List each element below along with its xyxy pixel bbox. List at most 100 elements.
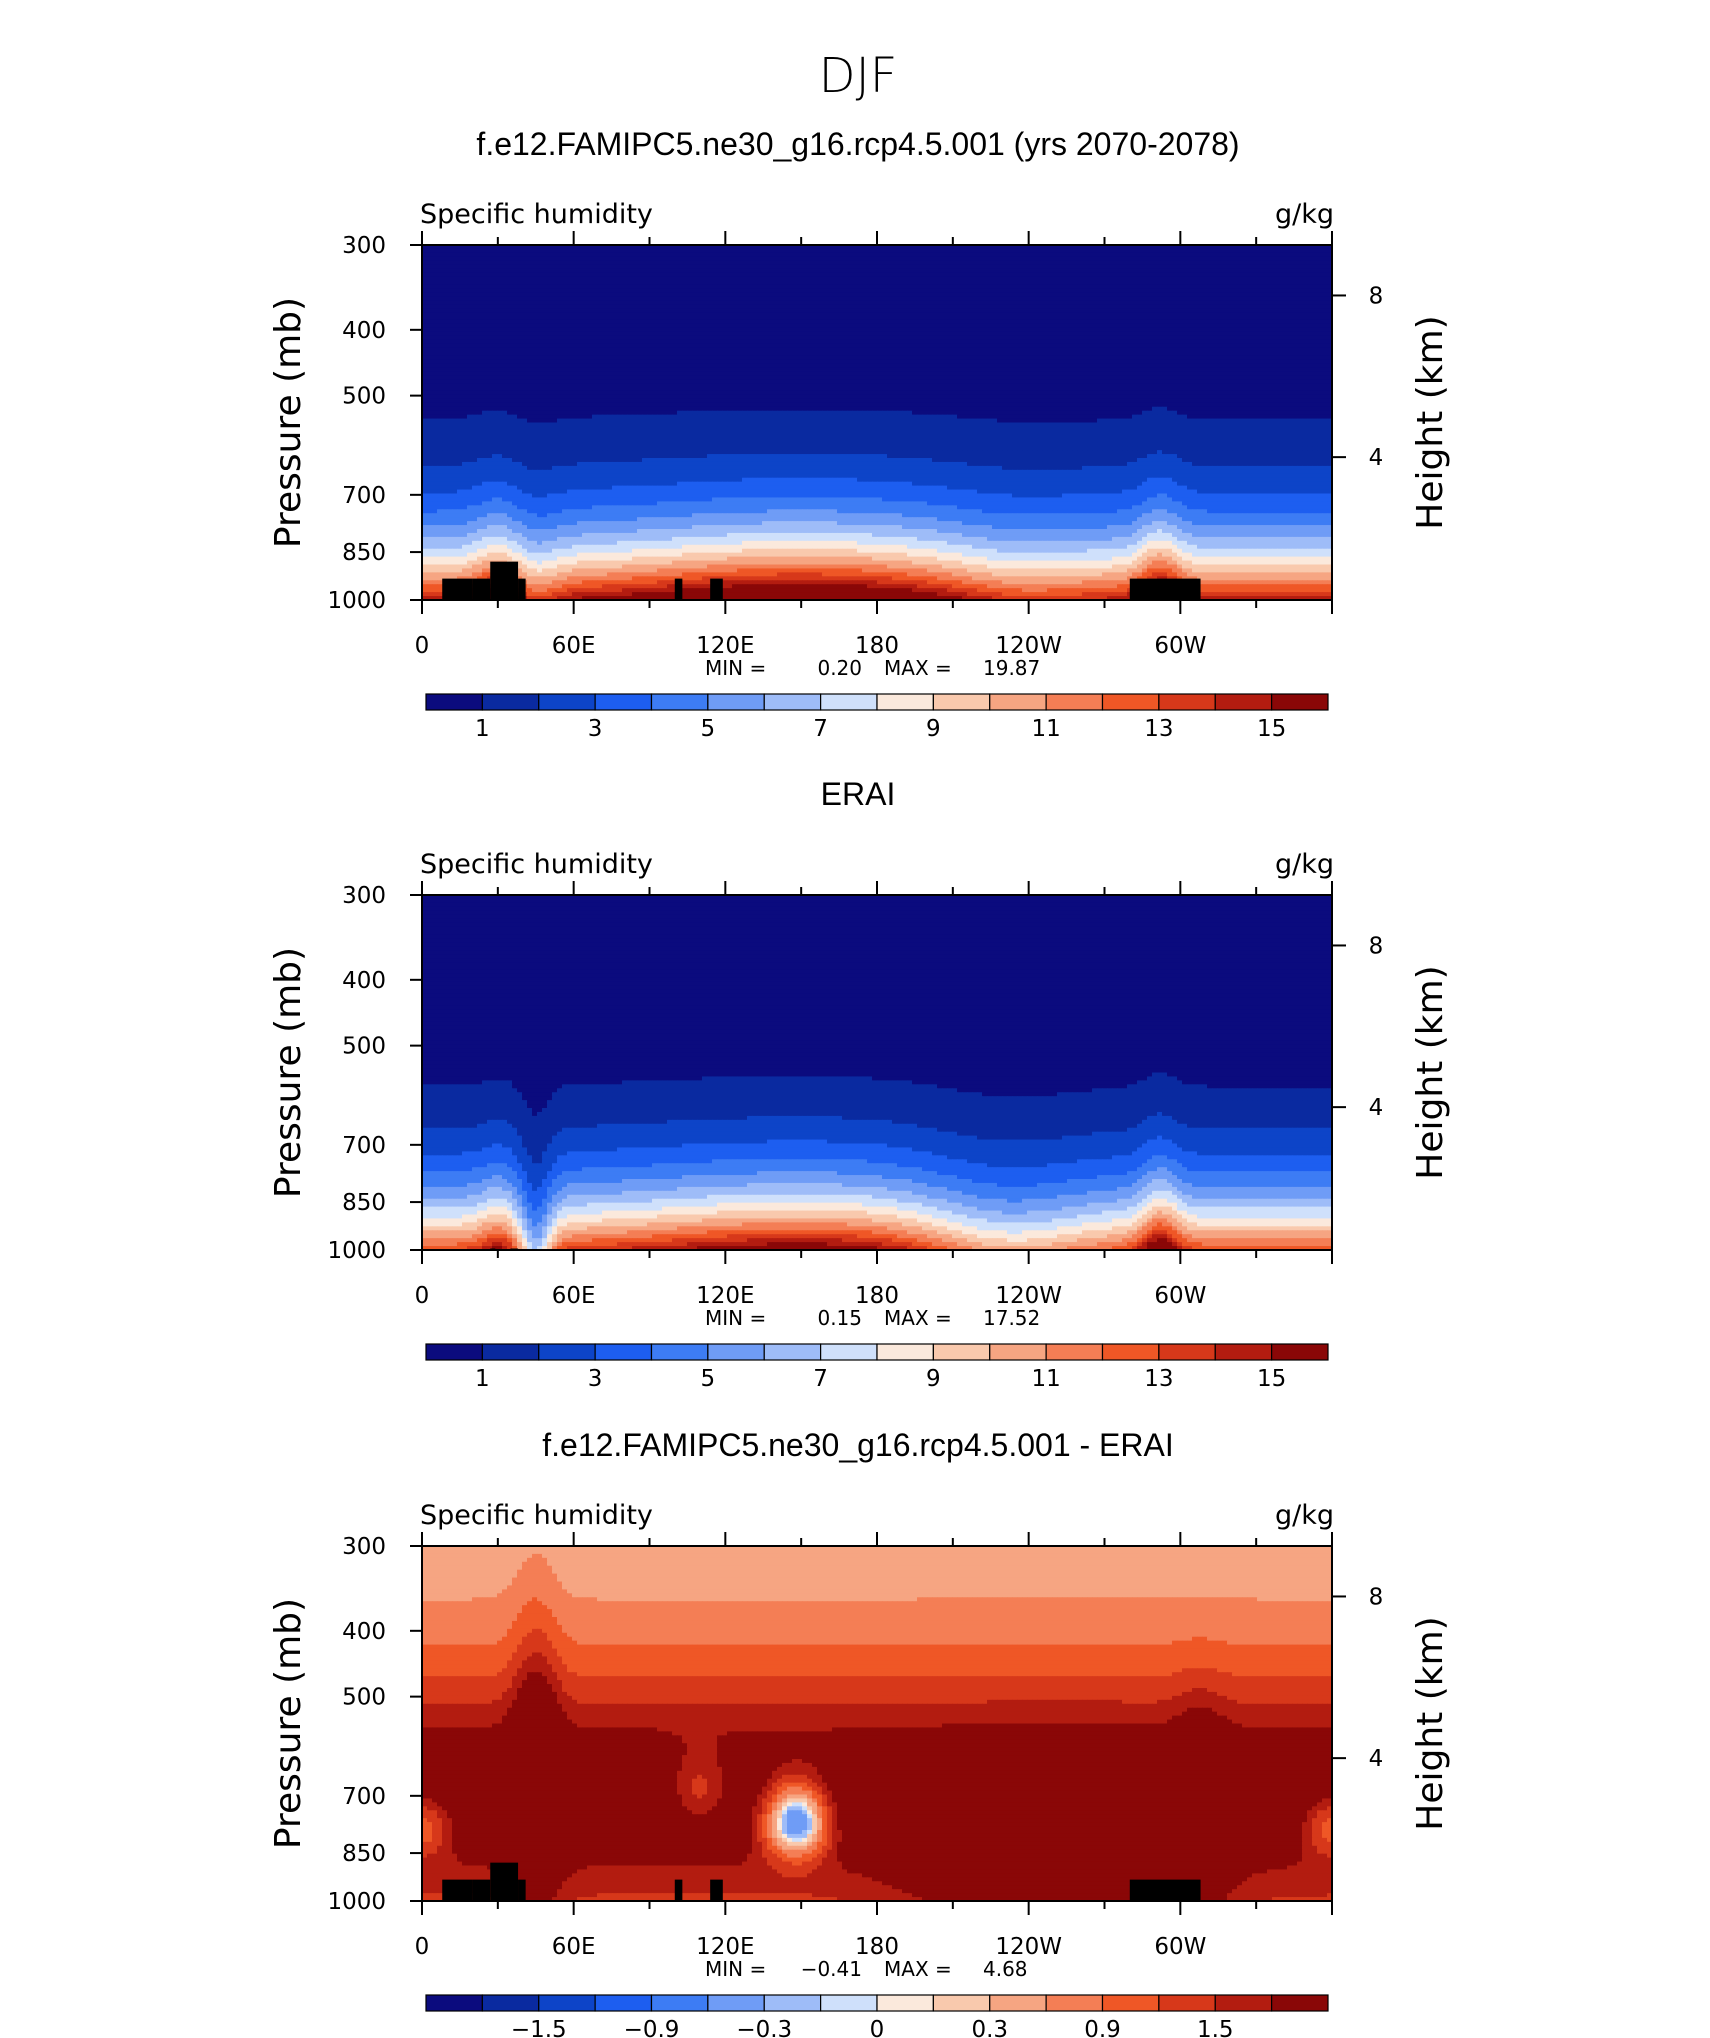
colorbar-label: 0.3 [971, 2017, 1008, 2038]
topography-mask [442, 1879, 473, 1901]
colorbar-swatch [538, 1343, 596, 1361]
y-tick-label: 700 [342, 483, 386, 509]
max-value: 4.68 [983, 1957, 1028, 1981]
topography-mask [472, 578, 491, 600]
x-tick-label: 60W [1154, 1934, 1206, 1960]
contour-field [422, 895, 1332, 1250]
x-tick-label: 0 [415, 633, 430, 659]
units-label: g/kg [1275, 1500, 1334, 1531]
colorbar-label: −1.5 [511, 2017, 567, 2038]
min-value: 0.15 [817, 1306, 862, 1330]
x-tick-label: 120E [696, 633, 754, 659]
colorbar-swatch [763, 1994, 822, 2012]
y-tick-label: 500 [342, 1685, 386, 1711]
colorbar-swatch [876, 1343, 934, 1361]
colorbar-label: 11 [1031, 1366, 1060, 1392]
colorbar-swatch [1045, 1994, 1104, 2012]
colorbar-label: 7 [813, 716, 828, 742]
topography-mask [1129, 578, 1201, 600]
colorbar-swatch [1271, 1343, 1329, 1361]
colorbar-label: 5 [701, 716, 716, 742]
y-tick-label: 300 [342, 1534, 386, 1560]
contour-field [422, 245, 1332, 600]
colorbar-swatch [650, 693, 709, 711]
colorbar-swatch [707, 1343, 765, 1361]
colorbar-swatch [1101, 1343, 1160, 1361]
x-tick-label: 0 [415, 1283, 430, 1309]
colorbar-swatch [707, 693, 765, 711]
topography-mask [490, 1862, 519, 1901]
colorbar-label: 1 [475, 716, 490, 742]
colorbar-swatch [763, 1343, 822, 1361]
colorbar-swatch [481, 1994, 540, 2012]
colorbar-swatch [1101, 693, 1160, 711]
colorbar-label: −0.3 [736, 2017, 792, 2038]
colorbar-label: 9 [926, 716, 941, 742]
max-value: 17.52 [983, 1306, 1040, 1330]
colorbar-label: 0.9 [1084, 2017, 1121, 2038]
y-tick-label: 500 [342, 1034, 386, 1060]
panel-title: f.e12.FAMIPC5.ne30_g16.rcp4.5.001 - ERAI [542, 1427, 1173, 1463]
y-tick-label: 1000 [327, 588, 386, 614]
x-tick-label: 60E [552, 633, 596, 659]
y-right-tick-label: 4 [1369, 1095, 1384, 1121]
x-tick-label: 60E [552, 1934, 596, 1960]
colorbar-label: 13 [1144, 716, 1173, 742]
variable-label: Specific humidity [420, 849, 653, 880]
y-right-tick-label: 8 [1369, 283, 1384, 309]
units-label: g/kg [1275, 849, 1334, 880]
y-tick-label: 500 [342, 384, 386, 410]
min-value: −0.41 [801, 1957, 862, 1981]
topography-mask [710, 1879, 723, 1901]
x-tick-label: 180 [855, 1934, 899, 1960]
colorbar-swatch [1045, 693, 1104, 711]
max-label: MAX = [884, 1306, 952, 1330]
x-tick-label: 120W [995, 1283, 1062, 1309]
colorbar-swatch [820, 1343, 878, 1361]
colorbar-label: 15 [1257, 1366, 1286, 1392]
y-axis-title: Pressure (mb) [268, 297, 309, 548]
colorbar-label: 3 [588, 1366, 603, 1392]
topography-mask [518, 1879, 526, 1901]
colorbar-swatch [425, 1343, 483, 1361]
colorbar-swatch [425, 1994, 483, 2012]
y-right-axis-title: Height (km) [1410, 1616, 1451, 1830]
chart-panel-1: f.e12.FAMIPC5.ne30_g16.rcp4.5.001 (yrs 2… [268, 126, 1451, 742]
max-label: MAX = [884, 656, 952, 680]
y-tick-label: 400 [342, 1619, 386, 1645]
y-right-tick-label: 8 [1369, 1584, 1384, 1610]
y-tick-label: 1000 [327, 1889, 386, 1915]
colorbar-label: 13 [1144, 1366, 1173, 1392]
colorbar-swatch [1214, 1994, 1273, 2012]
y-right-tick-label: 8 [1369, 933, 1384, 959]
colorbar-label: 15 [1257, 716, 1286, 742]
y-tick-label: 400 [342, 318, 386, 344]
y-tick-label: 300 [342, 233, 386, 259]
colorbar-label: 3 [588, 716, 603, 742]
topography-mask [674, 578, 683, 600]
min-value: 0.20 [817, 656, 862, 680]
min-label: MIN = [705, 1306, 766, 1330]
colorbar-swatch [594, 1343, 653, 1361]
panel-title: f.e12.FAMIPC5.ne30_g16.rcp4.5.001 (yrs 2… [476, 126, 1239, 162]
colorbar-label: 1 [475, 1366, 490, 1392]
y-tick-label: 850 [342, 1841, 386, 1867]
colorbar-swatch [1158, 1343, 1216, 1361]
y-tick-label: 700 [342, 1133, 386, 1159]
colorbar-swatch [989, 1994, 1047, 2012]
y-axis-title: Pressure (mb) [268, 947, 309, 1198]
x-tick-label: 120E [696, 1283, 754, 1309]
colorbar-swatch [1271, 1994, 1329, 2012]
colorbar-swatch [1045, 1343, 1104, 1361]
units-label: g/kg [1275, 199, 1334, 230]
topography-mask [442, 578, 473, 600]
colorbar-swatch [932, 1343, 991, 1361]
min-label: MIN = [705, 1957, 766, 1981]
y-right-tick-label: 4 [1369, 445, 1384, 471]
colorbar-swatch [650, 1343, 709, 1361]
colorbar-swatch [1158, 1994, 1216, 2012]
colorbar-swatch [876, 1994, 934, 2012]
colorbar-swatch [425, 693, 483, 711]
y-right-axis-title: Height (km) [1410, 965, 1451, 1179]
y-tick-label: 850 [342, 540, 386, 566]
